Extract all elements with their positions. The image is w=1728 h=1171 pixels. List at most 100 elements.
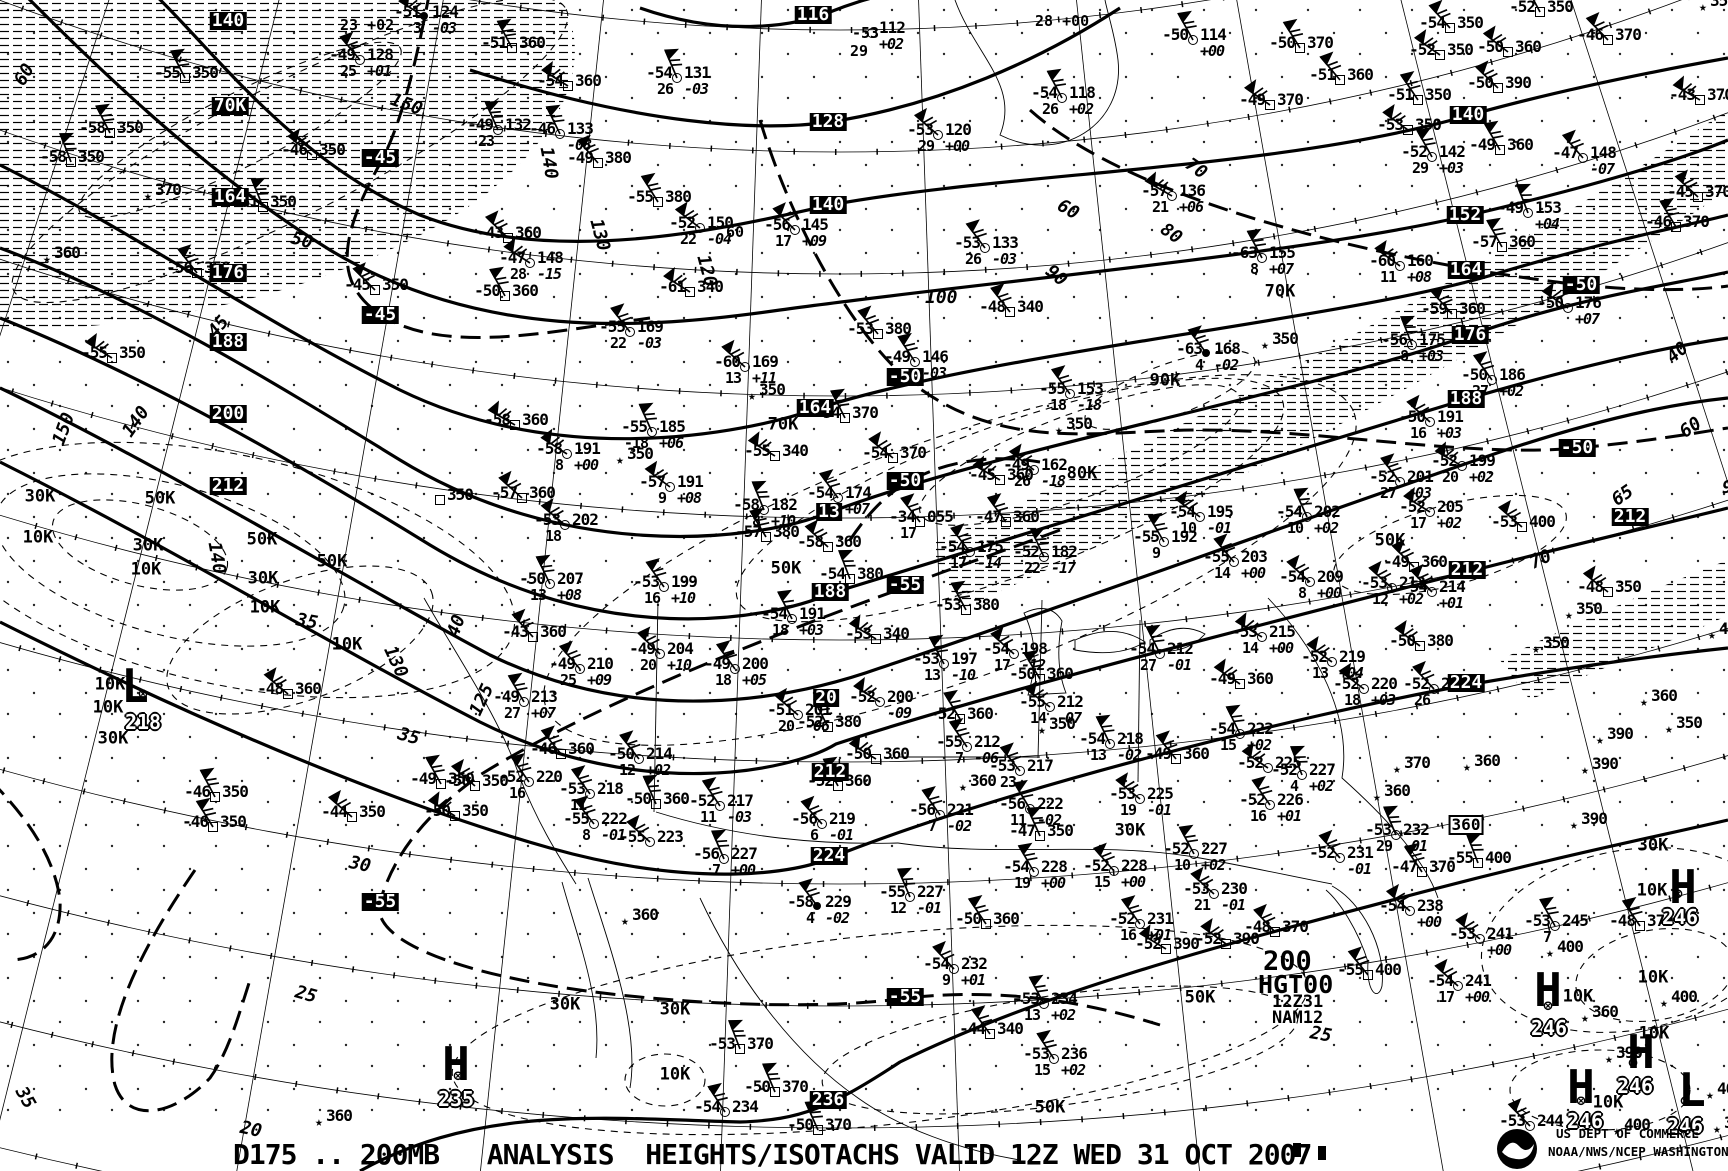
station-height-change: -01 [917,899,942,917]
station-height: 219 [829,809,856,828]
station-height: 213 [531,687,558,706]
station-height: 150 [707,213,734,232]
wind-barb-icon [701,776,723,807]
tropopause-height: 350 [1710,0,1728,10]
star-marker-icon: ★ [616,453,624,468]
square-marker-icon [517,493,527,503]
star-marker-icon: ★ [315,1115,323,1130]
station-lower-left: 23 [477,132,495,150]
wind-barb-icon [1385,883,1411,912]
station-height: 370 [1429,857,1456,876]
station-lower-left: 26 [1041,100,1059,118]
circle-marker-icon [793,710,803,720]
station-lower-left: 12 [1371,590,1389,608]
wind-barb-icon [1190,866,1215,895]
station-temp: -54 [537,71,564,90]
station-height-change: +01 [1439,594,1464,612]
wind-barb-icon [1413,29,1441,56]
star-marker-icon: ★ [1261,338,1269,353]
station-height-change: +11 [752,369,777,387]
wind-barb-icon [1659,197,1680,228]
station-height: 350 [78,147,105,166]
station-height: 360 [575,71,602,90]
circle-marker-icon [1188,35,1198,45]
contour-label: 212 [209,475,247,496]
station-height-change: +08 [557,586,582,604]
wind-barb-icon [1409,564,1433,593]
star-marker-icon: ★ [748,389,756,404]
circle-marker-icon [525,258,535,268]
wind-barb-icon [1474,60,1499,89]
wind-barb-icon [1306,635,1333,663]
station-height: 350 [119,343,146,362]
station-height: 350 [1047,821,1074,840]
station-temp: -55 [81,343,108,362]
square-marker-icon [210,792,220,802]
station-height-change: +10 [771,512,796,530]
low-center: L [1678,1063,1706,1118]
circle-marker-icon [355,55,365,65]
wind-barb-icon [1338,662,1365,690]
station-height: 350 [482,771,509,790]
station-height-change: +02 [1247,736,1272,754]
contour-label: -55 [361,891,399,912]
circle-marker-icon [817,819,827,829]
station-lower-left: 8 [581,826,591,844]
station-lower-left: 10 [1286,519,1304,537]
square-marker-icon [1295,43,1305,53]
station-height: 223 [657,827,684,846]
wind-barb-icon [85,332,113,359]
station-height-change: +00 [1465,988,1490,1006]
station-height: 350 [1415,115,1442,134]
station-height: 350 [319,140,346,159]
station-height-change: +00 [1317,584,1342,602]
wind-barb-icon [1187,325,1209,355]
wind-barb-icon [1030,527,1049,558]
star-marker-icon: ★ [1393,762,1401,777]
circle-marker-icon [589,819,599,829]
station-height-change: +01 [1277,807,1302,825]
station-temp: -49 [1383,552,1410,571]
tropopause-height: 390 [1592,754,1619,773]
circle-marker-icon [1155,649,1165,659]
contour-label: 212 [811,761,849,782]
station-lower-left: 18 [714,671,732,689]
circle-marker-icon [625,327,635,337]
station-fragment: -53 [852,24,880,42]
square-marker-icon [105,128,115,138]
wind-barb-icon [1234,612,1263,638]
station-height: 350 [192,63,219,82]
station-height: 207 [557,569,584,588]
wind-barb-icon [853,676,881,703]
station-height-change: +01 [961,971,986,989]
station-height: 212 [974,732,1001,751]
wind-barb-icon [721,339,746,368]
wind-barb-icon [1585,12,1609,41]
station-height: 360 [1459,299,1486,318]
jet-hatch-se [1500,560,1728,700]
station-temp: -56 [764,215,791,234]
wind-barb-icon [943,689,964,720]
station-height: 390 [1173,934,1200,953]
station-temp: -54 [1419,13,1446,32]
station-height: 350 [117,118,144,137]
square-marker-icon [1363,970,1373,980]
wind-barb-icon [619,730,641,760]
station-temp: -50 [845,744,872,763]
station-lower-left: 3 [412,19,422,37]
circle-marker-icon [1457,461,1467,471]
wind-barb-icon [170,48,190,79]
center-value: 246 [1616,1074,1654,1098]
station-height: 241 [1465,971,1492,990]
station-height: 360 [1507,135,1534,154]
square-marker-icon [1495,145,1505,155]
circle-marker-icon [720,1107,730,1117]
station-temp: -51 [1309,65,1336,84]
station-temp: -56 [1381,330,1408,349]
wind-barb-icon [1008,443,1035,471]
wind-barb-icon [1380,453,1402,483]
circle-marker-icon [1009,649,1019,659]
station-temp: -55 [599,317,626,336]
wind-barb-icon [773,687,799,716]
circle-marker-icon [1335,853,1345,863]
